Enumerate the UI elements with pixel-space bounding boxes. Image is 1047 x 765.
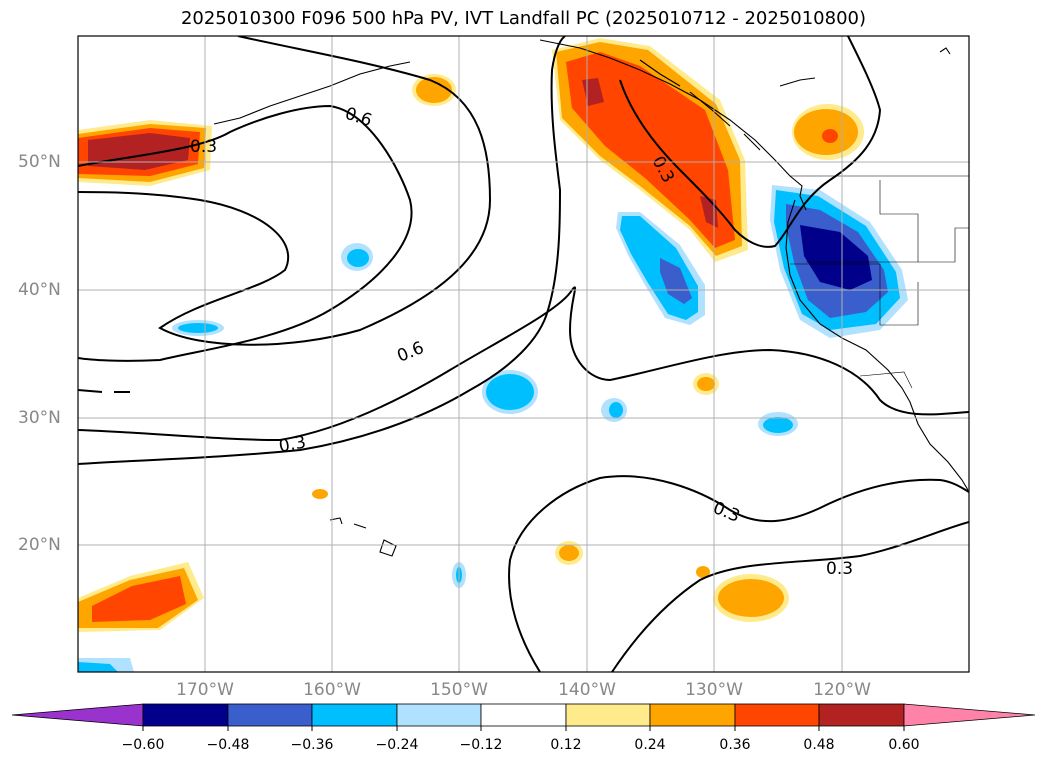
lon-label: 150°W xyxy=(430,680,488,700)
lat-label: 20°N xyxy=(18,535,61,555)
positive-anomaly-southwest xyxy=(78,562,204,632)
gridlines xyxy=(78,36,969,672)
lon-label: 140°W xyxy=(558,680,616,700)
lat-label: 50°N xyxy=(18,152,61,172)
lon-label: 130°W xyxy=(685,680,743,700)
colorbar-tick-label: 0.36 xyxy=(719,737,751,753)
positive-anomaly-gulf-of-alaska xyxy=(552,38,748,262)
colorbar-tick-label: −0.36 xyxy=(290,737,334,753)
contour-label: 0.3 xyxy=(190,137,217,157)
colorbar-ticks xyxy=(142,726,905,731)
contour-label: 0.3 xyxy=(277,433,307,457)
map-title: 2025010300 F096 500 hPa PV, IVT Landfall… xyxy=(180,8,867,29)
colorbar-extend-min xyxy=(11,703,144,727)
colorbar-extend-max xyxy=(903,703,1036,727)
colorbar-tick-label: 0.24 xyxy=(634,737,666,753)
colorbar-tick-label: 0.12 xyxy=(550,737,582,753)
lon-label: 170°W xyxy=(176,680,234,700)
positive-anomaly-small-patches xyxy=(312,74,864,622)
pv-contours xyxy=(78,36,969,672)
negative-anomaly-central xyxy=(78,212,798,672)
lat-label: 40°N xyxy=(18,280,61,300)
political-boundaries xyxy=(790,175,969,389)
colorbar-tick-label: 0.60 xyxy=(888,737,920,753)
map-frame xyxy=(77,35,970,673)
colorbar-tick-label: −0.24 xyxy=(375,737,419,753)
positive-anomaly-west-50n xyxy=(78,120,212,186)
colorbar xyxy=(11,703,1036,727)
contour-label: 0.3 xyxy=(826,559,853,579)
colorbar-tick-label: 0.48 xyxy=(803,737,835,753)
colorbar-tick-label: −0.60 xyxy=(121,737,165,753)
colorbar-tick-label: −0.48 xyxy=(206,737,250,753)
lon-label: 160°W xyxy=(303,680,361,700)
map-panel: 0.6 0.3 0.6 0.3 0.3 0.3 0.3 xyxy=(78,36,969,672)
colorbar-tick-label: −0.12 xyxy=(459,737,503,753)
lat-label: 30°N xyxy=(18,408,61,428)
lon-label: 120°W xyxy=(813,680,871,700)
